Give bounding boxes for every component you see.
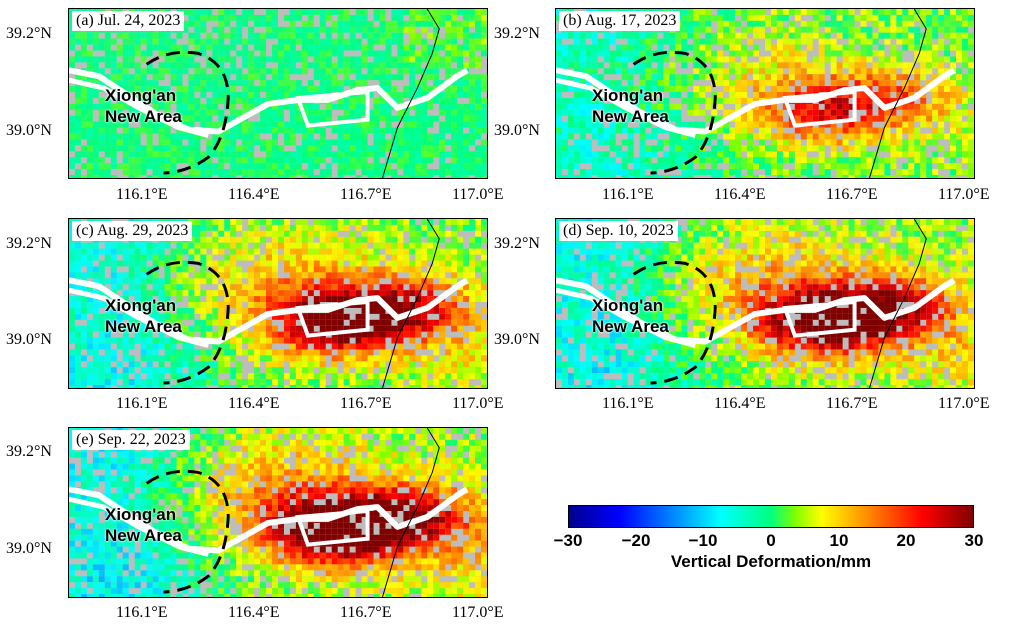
x-tick-label: 116.4°E <box>714 186 766 203</box>
x-tick-label: 116.7°E <box>826 395 878 412</box>
map-panel-e: (e) Sep. 22, 2023 Xiong'an New Area <box>68 427 488 598</box>
y-tick-label: 39.2°N <box>494 25 540 42</box>
colorbar-tick-label: −10 <box>688 531 718 550</box>
deformation-pixels <box>69 219 487 388</box>
y-tick-label: 39.2°N <box>494 235 540 252</box>
y-tick-label: 39.0°N <box>494 331 540 348</box>
border-line <box>382 9 440 178</box>
reservoir-outline <box>782 89 857 128</box>
map-panel-a: (a) Jul. 24, 2023 Xiong'an New Area <box>68 8 488 179</box>
border-line <box>869 9 927 178</box>
new-area-boundary <box>145 50 230 175</box>
area-label: Xiong'an New Area <box>592 86 669 126</box>
y-tick-label: 39.2°N <box>6 25 52 42</box>
x-tick-label: 116.7°E <box>340 186 392 203</box>
panel-title: (d) Sep. 10, 2023 <box>559 221 678 241</box>
x-tick-label: 116.1°E <box>602 186 654 203</box>
border-line <box>382 428 440 597</box>
x-tick-label: 117.0°E <box>938 186 990 203</box>
new-area-boundary <box>632 260 717 385</box>
river-corridor-outline <box>556 67 956 135</box>
river-corridor-outline <box>69 277 469 345</box>
reservoir-outline <box>295 89 370 128</box>
colorbar-tick-label: 0 <box>766 531 776 550</box>
x-tick-label: 116.4°E <box>228 604 280 621</box>
x-tick-label: 116.7°E <box>340 604 392 621</box>
panel-title: (e) Sep. 22, 2023 <box>72 430 190 450</box>
y-tick-label: 39.2°N <box>6 235 52 252</box>
border-line <box>869 219 927 388</box>
y-tick-label: 39.2°N <box>6 443 52 460</box>
map-panel-b: (b) Aug. 17, 2023 Xiong'an New Area <box>555 8 975 179</box>
y-tick-label: 39.0°N <box>494 122 540 139</box>
river-corridor-outline <box>556 277 956 345</box>
deformation-pixels <box>69 428 487 597</box>
map-panel-c: (c) Aug. 29, 2023 Xiong'an New Area <box>68 218 488 389</box>
x-tick-label: 116.1°E <box>116 395 168 412</box>
river-corridor-outline <box>69 67 469 135</box>
new-area-boundary <box>145 260 230 385</box>
deformation-map <box>556 219 974 388</box>
colorbar-tick-label: 10 <box>829 531 849 550</box>
x-tick-label: 116.1°E <box>116 186 168 203</box>
reservoir-outline <box>295 299 370 338</box>
x-tick-label: 117.0°E <box>452 604 504 621</box>
x-tick-label: 116.4°E <box>714 395 766 412</box>
deformation-map <box>69 219 487 388</box>
panel-title: (c) Aug. 29, 2023 <box>72 221 193 241</box>
colorbar <box>568 505 974 528</box>
reservoir-outline <box>782 299 857 338</box>
new-area-boundary <box>145 469 230 594</box>
colorbar-tick-label: −30 <box>553 531 583 550</box>
area-label: Xiong'an New Area <box>105 86 182 126</box>
colorbar-title: Vertical Deformation/mm <box>670 552 872 571</box>
y-tick-label: 39.0°N <box>6 122 52 139</box>
area-label: Xiong'an New Area <box>105 505 182 545</box>
river-corridor-outline <box>69 486 469 554</box>
river-corridor-outline <box>556 77 696 138</box>
x-tick-label: 116.7°E <box>826 186 878 203</box>
x-tick-label: 117.0°E <box>938 395 990 412</box>
colorbar-tick-label: −20 <box>621 531 651 550</box>
area-label: Xiong'an New Area <box>105 296 182 336</box>
colorbar-tick-label: 30 <box>964 531 984 550</box>
y-tick-label: 39.0°N <box>6 331 52 348</box>
map-panel-d: (d) Sep. 10, 2023 Xiong'an New Area <box>555 218 975 389</box>
x-tick-label: 116.4°E <box>228 186 280 203</box>
x-tick-label: 116.7°E <box>340 395 392 412</box>
deformation-map <box>69 428 487 597</box>
colorbar-tick-label: 20 <box>896 531 916 550</box>
border-line <box>382 219 440 388</box>
new-area-boundary <box>632 50 717 175</box>
x-tick-label: 116.1°E <box>602 395 654 412</box>
panel-title: (b) Aug. 17, 2023 <box>559 11 681 31</box>
panel-title: (a) Jul. 24, 2023 <box>72 11 185 31</box>
x-tick-label: 117.0°E <box>452 186 504 203</box>
river-corridor-outline <box>69 496 209 557</box>
y-tick-label: 39.0°N <box>6 540 52 557</box>
reservoir-outline <box>295 508 370 547</box>
river-corridor-outline <box>69 287 209 348</box>
river-corridor-outline <box>69 77 209 138</box>
area-label: Xiong'an New Area <box>592 296 669 336</box>
x-tick-label: 117.0°E <box>452 395 504 412</box>
x-tick-label: 116.4°E <box>228 395 280 412</box>
x-tick-label: 116.1°E <box>116 604 168 621</box>
river-corridor-outline <box>556 287 696 348</box>
